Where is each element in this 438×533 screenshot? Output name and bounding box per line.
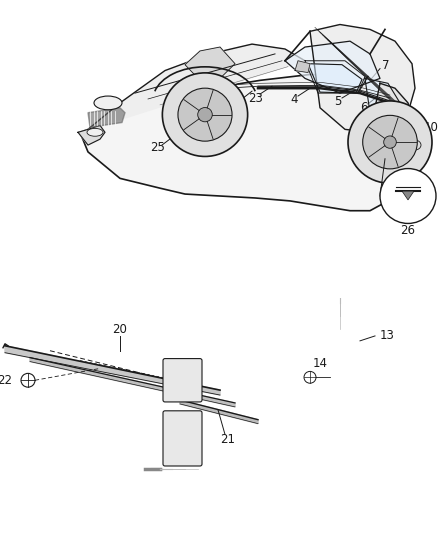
Text: 26: 26 — [400, 224, 416, 237]
Ellipse shape — [409, 140, 421, 150]
Circle shape — [178, 88, 232, 141]
Text: 10: 10 — [424, 121, 438, 134]
Text: 22: 22 — [0, 374, 12, 387]
Polygon shape — [78, 125, 105, 145]
Ellipse shape — [94, 96, 122, 110]
Polygon shape — [80, 75, 415, 211]
FancyBboxPatch shape — [163, 411, 202, 466]
Circle shape — [162, 73, 247, 157]
Circle shape — [21, 374, 35, 387]
Circle shape — [348, 101, 432, 183]
Polygon shape — [285, 41, 380, 93]
Text: 7: 7 — [382, 59, 389, 72]
Polygon shape — [401, 123, 415, 159]
Circle shape — [363, 115, 417, 169]
Text: 25: 25 — [151, 141, 166, 154]
Polygon shape — [88, 108, 125, 127]
Polygon shape — [365, 78, 400, 119]
Polygon shape — [5, 346, 220, 395]
Polygon shape — [180, 400, 258, 424]
Text: 5: 5 — [334, 95, 342, 108]
Text: 6: 6 — [360, 101, 368, 114]
Polygon shape — [308, 64, 362, 93]
Polygon shape — [80, 44, 305, 132]
Polygon shape — [310, 25, 415, 132]
Text: 1: 1 — [234, 95, 242, 108]
FancyBboxPatch shape — [163, 359, 202, 402]
Polygon shape — [30, 358, 235, 407]
Circle shape — [380, 168, 436, 223]
Text: 13: 13 — [380, 329, 395, 342]
Text: 4: 4 — [290, 93, 298, 107]
Text: 14: 14 — [312, 357, 328, 370]
Polygon shape — [402, 191, 414, 200]
Circle shape — [304, 372, 316, 383]
Polygon shape — [185, 47, 235, 80]
Circle shape — [198, 108, 212, 122]
Polygon shape — [365, 83, 415, 181]
Text: 20: 20 — [113, 322, 127, 336]
Ellipse shape — [87, 128, 103, 136]
Text: 23: 23 — [248, 92, 263, 104]
Text: 21: 21 — [220, 433, 236, 446]
Circle shape — [384, 136, 396, 148]
Polygon shape — [295, 61, 310, 72]
